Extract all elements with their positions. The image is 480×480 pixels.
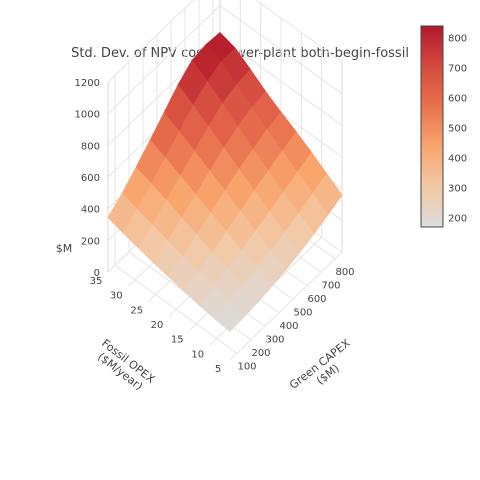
y-tick-label: 10 xyxy=(191,349,204,360)
y-tick-label: 25 xyxy=(130,305,143,316)
y-tick-label: 30 xyxy=(110,291,123,302)
3d-scene[interactable]: 100 200 300 400 500 600 700 800 5 10 15 20 25 30 350 20… xyxy=(75,0,355,375)
floor-gridline-y xyxy=(229,251,343,361)
z-tick-label: 600 xyxy=(81,173,100,184)
z-tick-label: 1000 xyxy=(75,110,100,121)
axis-ticks: 100 200 300 400 500 600 700 800 5 10 15 20 25 30 350 20… xyxy=(75,78,355,375)
wall-gridline-z xyxy=(255,0,343,63)
z-tick-label: 200 xyxy=(81,236,100,247)
wall-gridline-z xyxy=(107,5,221,115)
x-tick-label: 200 xyxy=(251,348,270,359)
wall-gridline-z xyxy=(219,5,343,95)
x-tick-label: 800 xyxy=(335,267,354,278)
wall-gridline-z xyxy=(219,36,343,126)
colorbar-tick-label: 600 xyxy=(448,94,467,105)
colorbar-tick-label: 800 xyxy=(448,34,467,45)
surface-patch xyxy=(214,302,245,333)
z-tick-label: 800 xyxy=(81,141,100,152)
colorbar-tick-label: 200 xyxy=(448,214,467,225)
x-tick-label: 100 xyxy=(237,361,256,372)
z-axis-label: $M xyxy=(56,242,73,255)
z-tick-label: 1200 xyxy=(75,78,100,89)
x-tick-label: 500 xyxy=(293,307,312,318)
y-tick-label: 5 xyxy=(215,364,221,375)
wall-gridline-z xyxy=(107,0,194,83)
x-tick-label: 400 xyxy=(279,321,298,332)
y-tick-label: 35 xyxy=(90,276,103,287)
surface-mesh xyxy=(107,32,343,333)
y-tick-label: 20 xyxy=(151,320,164,331)
colorbar: 200 300 400 500 600 700 800 xyxy=(420,25,467,228)
colorbar-tick-label: 500 xyxy=(448,124,467,135)
x-tick-label: 600 xyxy=(307,294,326,305)
x-tick-label: 300 xyxy=(265,334,284,345)
z-tick-label: 0 xyxy=(94,268,100,279)
y-tick-label: 15 xyxy=(171,335,184,346)
colorbar-tick-label: 400 xyxy=(448,154,467,165)
colorbar-ticks: 200 300 400 500 600 700 800 xyxy=(448,34,467,225)
colorbar-tick-label: 300 xyxy=(448,184,467,195)
x-tick-label: 700 xyxy=(321,280,340,291)
colorbar-gradient xyxy=(420,25,444,228)
z-tick-label: 400 xyxy=(81,205,100,216)
colorbar-tick-label: 700 xyxy=(448,64,467,75)
